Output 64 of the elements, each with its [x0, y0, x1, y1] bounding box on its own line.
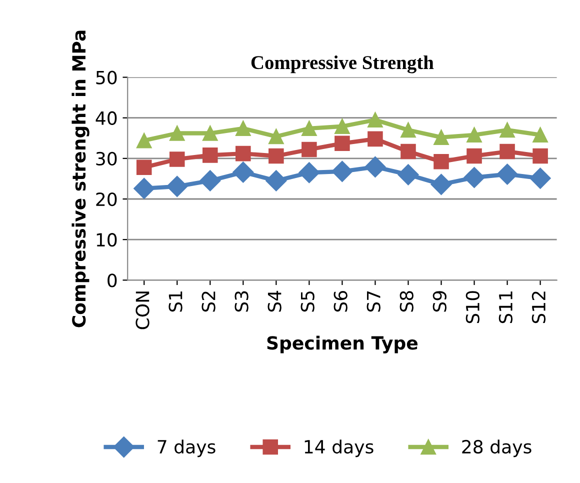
x-tick-label: S1 — [168, 292, 182, 312]
x-tick-label: S10 — [466, 291, 480, 324]
x-tick-label: S8 — [400, 291, 414, 312]
point — [236, 120, 251, 136]
point — [464, 166, 485, 188]
point — [202, 126, 218, 141]
point — [530, 168, 551, 189]
point — [430, 174, 452, 195]
point — [268, 148, 284, 164]
point — [434, 154, 449, 170]
y-tick-label: 50 — [96, 70, 117, 84]
point — [202, 148, 218, 163]
point — [298, 162, 320, 184]
x-tick-label: S12 — [532, 292, 546, 324]
x-tick-label: S2 — [202, 292, 216, 312]
y-tick-label: 10 — [96, 233, 117, 247]
x-tick-label: S3 — [234, 291, 248, 312]
x-tick-label: S7 — [366, 291, 380, 312]
point — [532, 127, 548, 143]
x-tick-label: CON — [136, 292, 150, 330]
point — [266, 170, 287, 192]
point — [434, 130, 449, 145]
point — [466, 127, 482, 143]
point — [302, 120, 317, 136]
point — [169, 126, 185, 141]
y-tick-label: 0 — [108, 274, 117, 288]
point — [368, 131, 383, 147]
x-axis-title: Specimen Type — [267, 336, 418, 354]
point — [332, 160, 353, 182]
point — [236, 146, 251, 162]
legend-label: 28 days — [462, 440, 532, 458]
point — [268, 128, 284, 144]
y-tick-label: 40 — [96, 111, 117, 125]
point — [136, 160, 152, 175]
point — [532, 148, 548, 164]
x-tick-label: S9 — [432, 291, 446, 312]
point — [400, 144, 416, 160]
y-axis-title: Compressive strenght in MPa — [72, 30, 90, 328]
point — [200, 170, 221, 192]
point — [466, 148, 482, 164]
point — [334, 136, 350, 152]
point — [398, 164, 419, 186]
chart-title: Compressive Strength — [251, 55, 434, 74]
x-tick-label: S6 — [334, 291, 348, 312]
legend-label: 7 days — [158, 440, 216, 458]
point — [134, 178, 155, 199]
point — [500, 144, 515, 160]
point — [232, 162, 254, 183]
y-tick-label: 20 — [96, 192, 117, 206]
point — [364, 156, 386, 178]
point — [400, 122, 416, 138]
point — [334, 118, 350, 134]
x-tick-label: S4 — [268, 290, 282, 312]
point — [368, 112, 383, 128]
y-tick-label: 30 — [96, 152, 117, 166]
point — [302, 142, 317, 158]
legend-label: 14 days — [304, 440, 374, 458]
point — [166, 176, 188, 197]
x-tick-label: S11 — [498, 292, 513, 324]
point — [496, 164, 518, 185]
point — [169, 152, 185, 167]
point — [500, 122, 515, 138]
x-tick-label: S5 — [300, 291, 314, 312]
point — [136, 132, 152, 148]
